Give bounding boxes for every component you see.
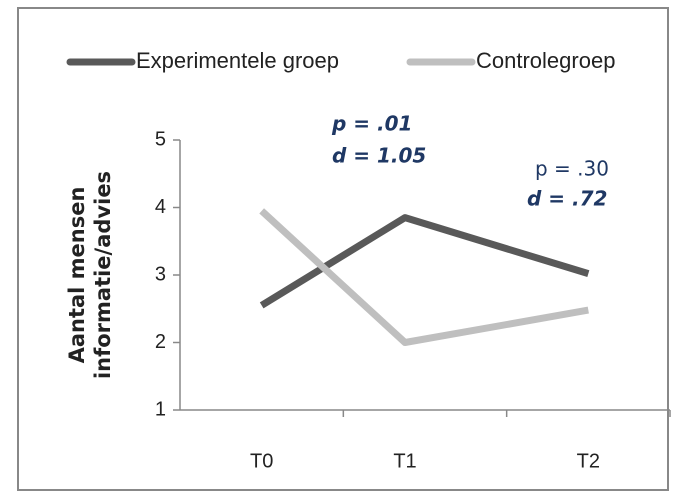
y-tick-label: 3	[155, 263, 166, 285]
series-line	[259, 214, 590, 309]
x-tick-label: T1	[393, 450, 416, 472]
x-tick-label: T0	[250, 450, 273, 472]
legend-label: Controlegroep	[476, 48, 615, 73]
annotation: p = .30	[535, 157, 609, 181]
y-tick-label: 5	[155, 128, 166, 150]
y-tick-label: 2	[155, 331, 166, 353]
legend-label: Experimentele groep	[136, 48, 339, 73]
annotation: d = 1.05	[332, 144, 426, 168]
annotation: p = .01	[331, 112, 412, 136]
y-axis-label-line: informatie/advies	[91, 171, 115, 379]
y-tick-label: 1	[155, 398, 166, 420]
y-axis-label: Aantal mensen informatie/advies	[65, 171, 115, 379]
chart-frame	[17, 7, 669, 491]
series-line	[259, 208, 589, 346]
annotation: d = .72	[527, 187, 607, 211]
y-tick-label: 4	[155, 196, 166, 218]
y-axis-label-line: Aantal mensen	[65, 187, 89, 364]
x-tick-label: T2	[577, 450, 600, 472]
